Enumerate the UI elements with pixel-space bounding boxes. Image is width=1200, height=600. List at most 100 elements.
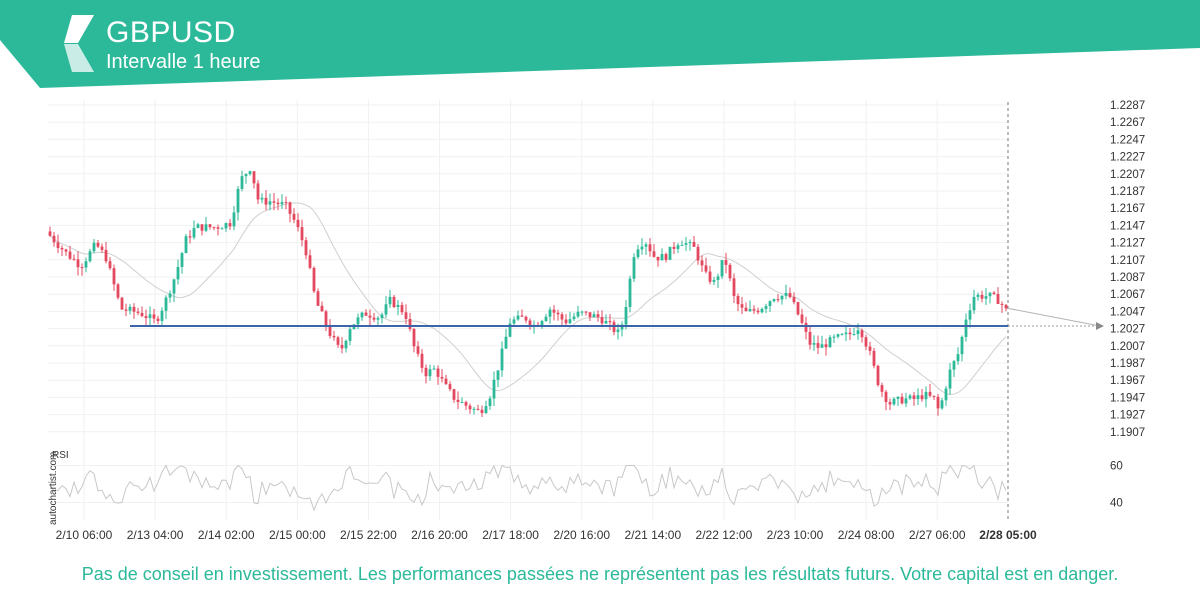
candle [192, 220, 196, 240]
candle [732, 273, 736, 304]
candle [348, 325, 352, 346]
candle-body [304, 240, 308, 256]
candle [180, 251, 184, 274]
candle-body [152, 314, 156, 319]
candle-body [428, 369, 432, 377]
candle [152, 308, 156, 324]
y-tick-label: 1.2067 [1110, 289, 1145, 301]
candle-body [116, 284, 120, 298]
candle [472, 406, 476, 415]
candle [944, 385, 948, 406]
candle [184, 233, 188, 254]
candle-body [400, 304, 404, 313]
candle-body [708, 271, 712, 282]
candle-body [448, 384, 452, 390]
candle-body [476, 408, 480, 410]
candle-body [888, 402, 892, 405]
x-tick-label: 2/10 06:00 [56, 528, 113, 542]
candle [936, 393, 940, 416]
forecast-line [1007, 307, 1101, 327]
candle [224, 222, 228, 232]
candle [768, 300, 772, 313]
candle [520, 309, 524, 317]
candle-body [280, 202, 284, 205]
candle [860, 328, 864, 343]
candle-body [584, 311, 588, 313]
candle-body [660, 254, 664, 261]
y-tick-label: 1.1927 [1110, 410, 1145, 422]
candle-body [84, 261, 88, 268]
candle-body [568, 319, 572, 324]
candle-body [120, 297, 124, 310]
candle-body [340, 344, 344, 349]
candle-body [652, 251, 656, 257]
candle [456, 391, 460, 410]
candle [380, 312, 384, 324]
candle-body [216, 227, 220, 229]
candle [780, 295, 784, 305]
candle-body [684, 243, 688, 245]
candle [824, 338, 828, 356]
candle [876, 364, 880, 387]
candle-body [848, 332, 852, 335]
candle-body [192, 227, 196, 238]
candle-body [788, 292, 792, 298]
candle-body [480, 409, 484, 414]
candle-body [984, 296, 988, 299]
candle [484, 400, 488, 414]
y-tick-label: 1.2267 [1110, 117, 1145, 129]
candle [600, 310, 604, 328]
candle-body [544, 316, 548, 322]
candle [496, 370, 500, 388]
candle-body [976, 294, 980, 297]
candle-body [260, 197, 264, 200]
candle [900, 393, 904, 405]
candle [412, 327, 416, 353]
candle-body [760, 308, 764, 313]
candle [540, 319, 544, 329]
candle [784, 284, 788, 300]
candle [56, 234, 60, 254]
candle-body [640, 246, 644, 250]
candle-body [668, 246, 672, 260]
candle-body [92, 242, 96, 252]
candle [744, 302, 748, 312]
candle [832, 334, 836, 343]
candle [916, 388, 920, 405]
candle-body [316, 291, 320, 306]
candle [680, 240, 684, 246]
watermark-text: autochartist.com [48, 452, 59, 525]
candle-body [52, 235, 56, 243]
candle [144, 309, 148, 326]
candle-body [616, 329, 620, 332]
candle [372, 313, 376, 323]
candle-body [928, 391, 932, 396]
candle-body [744, 307, 748, 312]
candle-body [768, 301, 772, 307]
x-tick-label: 2/24 08:00 [838, 528, 895, 542]
candle [660, 248, 664, 261]
candle-body [596, 314, 600, 318]
candle-body [332, 335, 336, 338]
candle-body [696, 246, 700, 261]
candle [636, 244, 640, 260]
interval-label: Intervalle 1 heure [106, 51, 261, 73]
candle [68, 245, 72, 261]
candle-body [384, 304, 388, 315]
candle-body [748, 309, 752, 312]
candle [820, 335, 824, 348]
candle [120, 296, 124, 310]
candle [692, 236, 696, 247]
candle-body [176, 266, 180, 280]
candle [952, 360, 956, 377]
candle [148, 306, 152, 326]
candle [364, 309, 368, 316]
candle-body [636, 249, 640, 258]
candle-body [740, 304, 744, 308]
candle-body [964, 319, 968, 337]
candle-body [204, 224, 208, 231]
candle-body [776, 299, 780, 301]
candle [888, 398, 892, 411]
candle [428, 364, 432, 381]
candle-body [188, 236, 192, 238]
